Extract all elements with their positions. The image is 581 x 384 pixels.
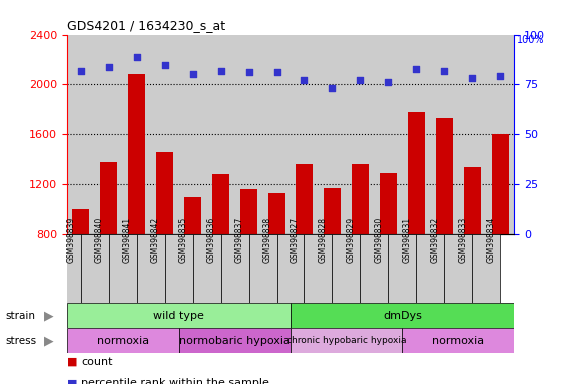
Point bbox=[468, 75, 477, 81]
Text: GSM398831: GSM398831 bbox=[403, 217, 411, 263]
Point bbox=[383, 79, 393, 86]
Bar bbox=[277, 234, 304, 303]
Text: ▶: ▶ bbox=[44, 310, 53, 322]
Text: GSM398837: GSM398837 bbox=[235, 217, 243, 263]
Point bbox=[300, 78, 309, 84]
Point bbox=[412, 65, 421, 71]
Text: GSM398835: GSM398835 bbox=[179, 217, 188, 263]
Bar bbox=[290, 328, 403, 353]
Bar bbox=[290, 303, 514, 328]
Text: GSM398833: GSM398833 bbox=[458, 217, 467, 263]
Text: normobaric hypoxia: normobaric hypoxia bbox=[179, 336, 290, 346]
Text: GSM398841: GSM398841 bbox=[123, 217, 132, 263]
Bar bbox=[352, 164, 369, 234]
Point bbox=[188, 71, 198, 78]
Text: GSM398829: GSM398829 bbox=[346, 217, 356, 263]
Bar bbox=[472, 234, 500, 303]
Point bbox=[132, 53, 141, 60]
Bar bbox=[193, 234, 221, 303]
Text: stress: stress bbox=[6, 336, 37, 346]
Bar bbox=[417, 234, 444, 303]
Bar bbox=[53, 234, 81, 303]
Text: ■: ■ bbox=[67, 378, 77, 384]
Bar bbox=[109, 234, 137, 303]
Bar bbox=[444, 234, 472, 303]
Bar bbox=[156, 152, 173, 234]
Point bbox=[272, 70, 281, 76]
Bar bbox=[212, 174, 229, 234]
Text: percentile rank within the sample: percentile rank within the sample bbox=[81, 378, 269, 384]
Text: GSM398827: GSM398827 bbox=[290, 217, 299, 263]
Point bbox=[328, 85, 337, 91]
Text: GDS4201 / 1634230_s_at: GDS4201 / 1634230_s_at bbox=[67, 19, 225, 32]
Bar bbox=[128, 74, 145, 234]
Text: chronic hypobaric hypoxia: chronic hypobaric hypoxia bbox=[286, 336, 406, 345]
Point bbox=[216, 68, 225, 74]
Text: GSM398830: GSM398830 bbox=[374, 217, 383, 263]
Text: strain: strain bbox=[6, 311, 36, 321]
Text: GSM398838: GSM398838 bbox=[263, 217, 271, 263]
Bar bbox=[304, 234, 332, 303]
Text: GSM398840: GSM398840 bbox=[95, 217, 104, 263]
Bar bbox=[137, 234, 164, 303]
Bar bbox=[388, 234, 417, 303]
Text: GSM398828: GSM398828 bbox=[318, 217, 328, 263]
Bar bbox=[324, 188, 341, 234]
Bar bbox=[67, 328, 179, 353]
Bar bbox=[492, 134, 508, 234]
Text: normoxia: normoxia bbox=[96, 336, 149, 346]
Bar bbox=[101, 162, 117, 234]
Bar bbox=[73, 209, 89, 234]
Bar bbox=[403, 328, 514, 353]
Point bbox=[244, 70, 253, 76]
Point bbox=[76, 68, 85, 74]
Point bbox=[496, 73, 505, 79]
Bar bbox=[296, 164, 313, 234]
Bar bbox=[408, 112, 425, 234]
Bar bbox=[380, 173, 397, 234]
Text: ▶: ▶ bbox=[44, 334, 53, 347]
Bar bbox=[249, 234, 277, 303]
Bar bbox=[164, 234, 193, 303]
Text: normoxia: normoxia bbox=[432, 336, 485, 346]
Text: dmDys: dmDys bbox=[383, 311, 422, 321]
Bar bbox=[332, 234, 360, 303]
Point bbox=[440, 68, 449, 74]
Text: GSM398836: GSM398836 bbox=[207, 217, 216, 263]
Bar bbox=[67, 303, 290, 328]
Point bbox=[356, 78, 365, 84]
Bar bbox=[179, 328, 290, 353]
Bar bbox=[221, 234, 249, 303]
Point bbox=[104, 63, 113, 70]
Text: wild type: wild type bbox=[153, 311, 204, 321]
Point bbox=[160, 61, 169, 68]
Bar bbox=[360, 234, 388, 303]
Bar bbox=[240, 189, 257, 234]
Bar bbox=[81, 234, 109, 303]
Text: ■: ■ bbox=[67, 357, 77, 367]
Text: count: count bbox=[81, 357, 113, 367]
Bar bbox=[436, 118, 453, 234]
Text: GSM398834: GSM398834 bbox=[486, 217, 495, 263]
Text: 100%: 100% bbox=[517, 35, 544, 45]
Text: GSM398832: GSM398832 bbox=[431, 217, 439, 263]
Bar bbox=[464, 167, 480, 234]
Text: GSM398839: GSM398839 bbox=[67, 217, 76, 263]
Bar bbox=[184, 197, 201, 234]
Bar bbox=[268, 193, 285, 234]
Text: GSM398842: GSM398842 bbox=[150, 217, 160, 263]
